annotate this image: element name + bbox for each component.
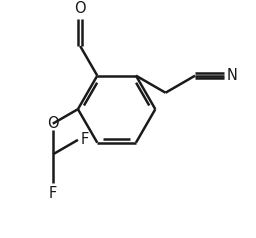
Text: O: O xyxy=(47,116,59,131)
Text: F: F xyxy=(80,132,89,147)
Text: O: O xyxy=(74,1,86,16)
Text: F: F xyxy=(49,186,57,201)
Text: N: N xyxy=(227,68,238,83)
